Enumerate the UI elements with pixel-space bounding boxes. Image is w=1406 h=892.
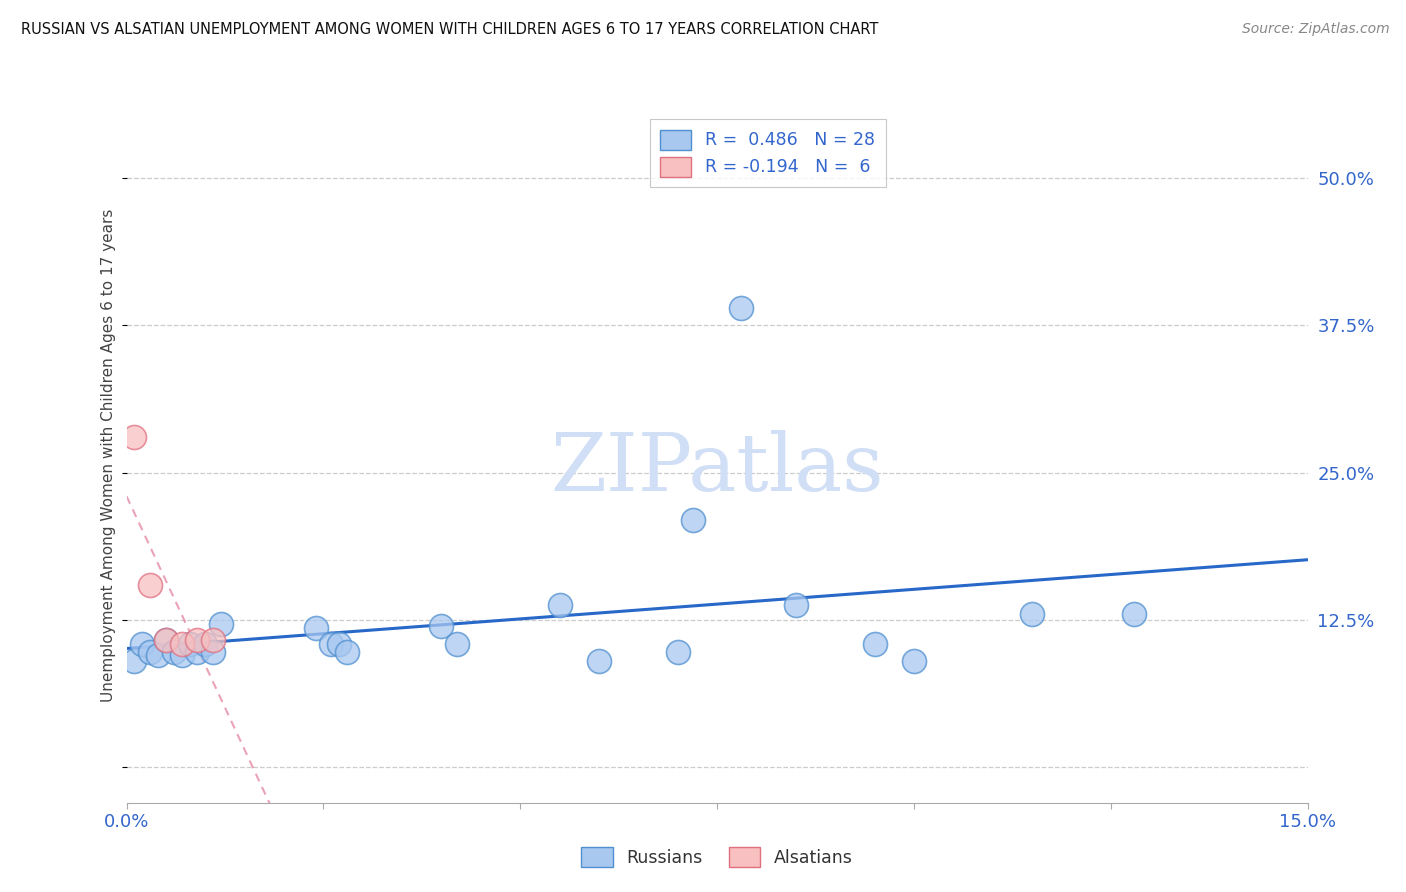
- Point: [328, 637, 350, 651]
- Point: [321, 637, 343, 651]
- Point: [194, 637, 217, 651]
- Point: [666, 645, 689, 659]
- Point: [785, 598, 807, 612]
- Point: [336, 645, 359, 659]
- Point: [903, 654, 925, 668]
- Point: [124, 654, 146, 668]
- Point: [548, 598, 571, 612]
- Text: Source: ZipAtlas.com: Source: ZipAtlas.com: [1241, 22, 1389, 37]
- Point: [1021, 607, 1043, 621]
- Point: [163, 645, 186, 659]
- Point: [179, 637, 201, 651]
- Point: [682, 513, 704, 527]
- Point: [155, 633, 177, 648]
- Point: [304, 621, 326, 635]
- Point: [202, 645, 225, 659]
- Text: ZIPatlas: ZIPatlas: [550, 430, 884, 508]
- Point: [131, 637, 153, 651]
- Point: [170, 637, 193, 651]
- Point: [155, 633, 177, 648]
- Point: [430, 619, 453, 633]
- Point: [446, 637, 468, 651]
- Point: [209, 616, 232, 631]
- Point: [186, 645, 208, 659]
- Point: [588, 654, 610, 668]
- Point: [863, 637, 886, 651]
- Point: [730, 301, 752, 315]
- Point: [1123, 607, 1146, 621]
- Point: [139, 577, 162, 591]
- Point: [202, 633, 225, 648]
- Y-axis label: Unemployment Among Women with Children Ages 6 to 17 years: Unemployment Among Women with Children A…: [101, 208, 115, 702]
- Legend: Russians, Alsatians: Russians, Alsatians: [575, 840, 859, 874]
- Point: [139, 645, 162, 659]
- Point: [146, 648, 169, 663]
- Text: RUSSIAN VS ALSATIAN UNEMPLOYMENT AMONG WOMEN WITH CHILDREN AGES 6 TO 17 YEARS CO: RUSSIAN VS ALSATIAN UNEMPLOYMENT AMONG W…: [21, 22, 879, 37]
- Point: [124, 430, 146, 444]
- Point: [186, 633, 208, 648]
- Point: [170, 648, 193, 663]
